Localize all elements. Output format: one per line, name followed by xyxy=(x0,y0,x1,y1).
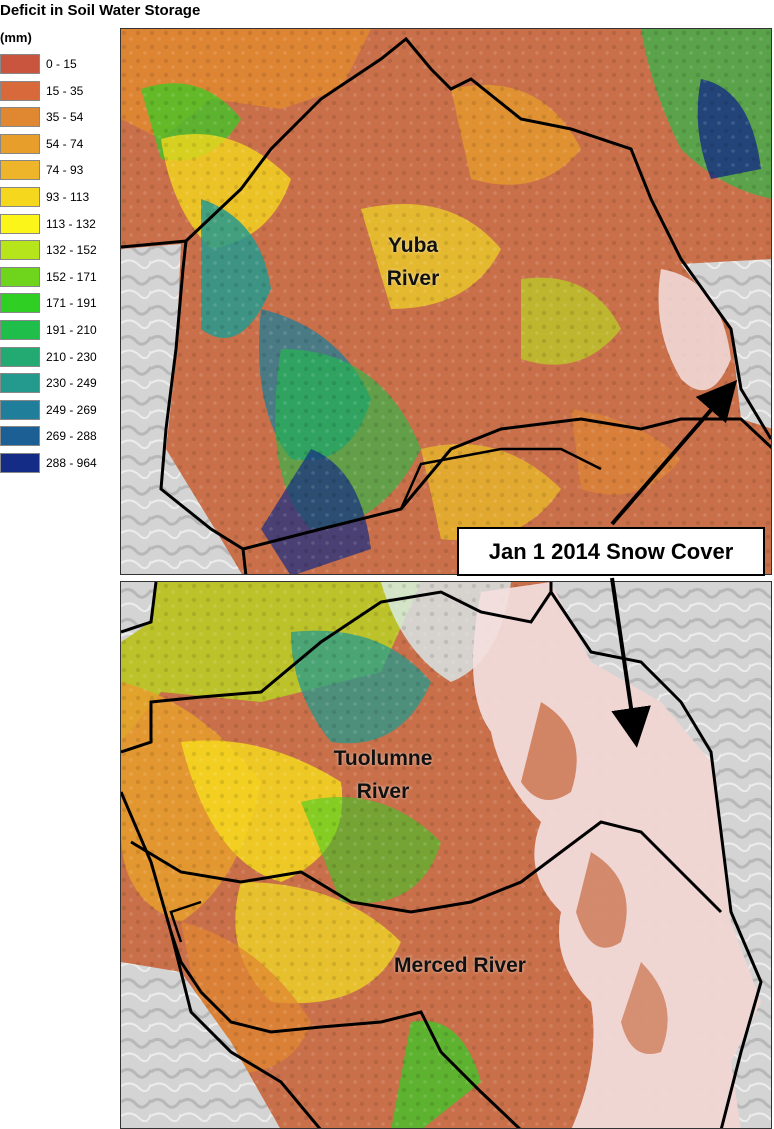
legend-swatch xyxy=(0,54,40,74)
legend-range-label: 249 - 269 xyxy=(46,402,97,417)
legend-swatch xyxy=(0,346,40,367)
legend-range-label: 74 - 93 xyxy=(46,163,84,178)
legend-swatch xyxy=(0,399,40,420)
legend-swatch xyxy=(0,426,40,447)
tuolumne-label-line2: River xyxy=(356,779,410,803)
snow-cover-callout: Jan 1 2014 Snow Cover xyxy=(457,527,765,576)
arrow-to-tuolumne-snow xyxy=(610,577,651,748)
legend-swatch xyxy=(0,240,40,261)
legend-swatch xyxy=(0,320,40,340)
legend-item: 0 - 15 xyxy=(0,54,120,76)
yuba-river-label: Yuba River xyxy=(368,230,458,295)
legend-swatch xyxy=(0,266,40,287)
legend-range-label: 171 - 191 xyxy=(46,296,97,311)
callout-text: Jan 1 2014 Snow Cover xyxy=(488,538,734,564)
merced-river-label: Merced River xyxy=(370,950,550,983)
legend-swatch xyxy=(0,107,40,128)
legend-range-label: 210 - 230 xyxy=(46,349,97,364)
yuba-label-line1: Yuba xyxy=(387,234,439,257)
legend-units: (mm) xyxy=(0,30,32,45)
legend-item: 288 - 964 xyxy=(0,453,120,475)
map-tuolumne-merced-svg xyxy=(121,582,771,1128)
map-panel-tuolumne-merced xyxy=(120,581,772,1129)
legend-range-label: 93 - 113 xyxy=(46,190,90,204)
legend-swatch xyxy=(0,133,40,154)
legend-swatch xyxy=(0,293,40,314)
arrow-to-yuba-snow xyxy=(610,379,738,526)
legend-item: 35 - 54 xyxy=(0,107,120,129)
tuolumne-label-line1: Tuolumne xyxy=(333,747,433,770)
legend-range-label: 15 - 35 xyxy=(46,83,84,98)
legend-item: 132 - 152 xyxy=(0,240,120,262)
legend-swatch xyxy=(0,453,40,473)
legend-item: 74 - 93 xyxy=(0,160,120,182)
legend-item: 15 - 35 xyxy=(0,80,120,103)
legend-item: 54 - 74 xyxy=(0,133,120,156)
merced-label: Merced River xyxy=(394,954,526,977)
legend-range-label: 191 - 210 xyxy=(46,323,97,337)
legend-item: 171 - 191 xyxy=(0,293,120,315)
legend-swatch xyxy=(0,213,40,234)
legend-range-label: 113 - 132 xyxy=(46,216,96,231)
legend-range-label: 132 - 152 xyxy=(46,243,97,258)
tuolumne-river-label: Tuolumne River xyxy=(318,743,448,808)
legend-swatch xyxy=(0,373,40,394)
legend-range-label: 152 - 171 xyxy=(46,269,97,284)
legend-swatch xyxy=(0,160,40,181)
legend-item: 113 - 132 xyxy=(0,213,120,236)
legend-swatch xyxy=(0,187,40,207)
legend-item: 269 - 288 xyxy=(0,426,120,448)
legend-item: 191 - 210 xyxy=(0,320,120,342)
legend-range-label: 230 - 249 xyxy=(46,376,97,391)
legend-range-label: 54 - 74 xyxy=(46,136,84,151)
legend-item: 230 - 249 xyxy=(0,373,120,395)
legend-range-label: 269 - 288 xyxy=(46,429,97,444)
legend-swatch xyxy=(0,80,40,101)
legend-item: 249 - 269 xyxy=(0,399,120,422)
legend-item: 210 - 230 xyxy=(0,346,120,369)
legend-title: Deficit in Soil Water Storage xyxy=(0,2,201,19)
legend-range-label: 35 - 54 xyxy=(46,110,84,125)
yuba-label-line2: River xyxy=(386,266,440,290)
legend-range-label: 0 - 15 xyxy=(46,57,77,71)
legend-range-label: 288 - 964 xyxy=(46,456,97,470)
legend-item: 152 - 171 xyxy=(0,266,120,289)
legend-item: 93 - 113 xyxy=(0,187,120,209)
